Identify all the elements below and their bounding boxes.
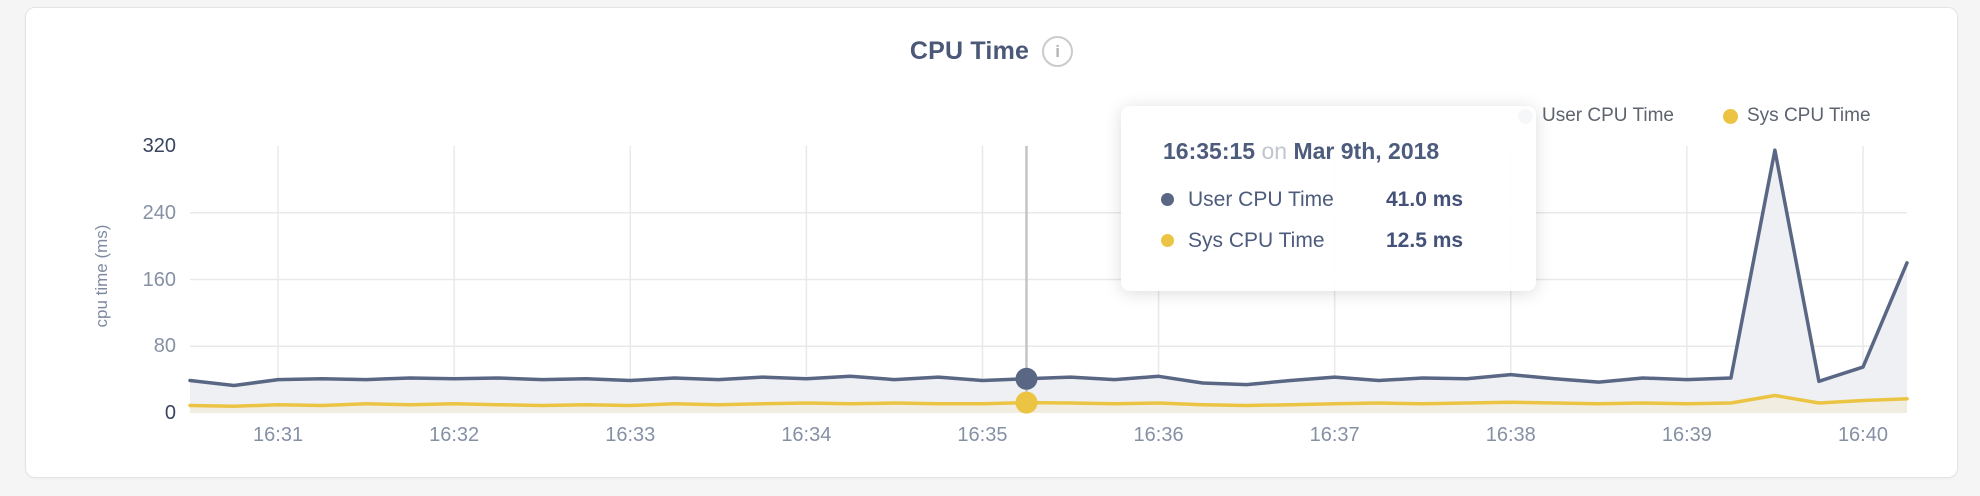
- legend-item-sys-cpu-time[interactable]: Sys CPU Time: [1723, 105, 1871, 127]
- tooltip-series-value: 41.0 ms: [1386, 187, 1464, 211]
- x-tick-label: 16:39: [1661, 424, 1712, 446]
- tooltip-series-label: Sys CPU Time: [1188, 228, 1325, 252]
- x-tick-label: 16:38: [1485, 424, 1536, 446]
- chart-tooltip: 16:35:15 on Mar 9th, 2018 User CPU Time …: [1121, 106, 1536, 291]
- tooltip-row-sys: Sys CPU Time 12.5 ms: [1161, 220, 1512, 261]
- legend-item-user-cpu-time[interactable]: User CPU Time: [1518, 105, 1674, 127]
- tooltip-series-label: User CPU Time: [1188, 187, 1334, 211]
- cpu-time-chart-card: CPU Time i cpu time (ms) 320 240 160 80 0 16…: [25, 7, 1958, 478]
- chart-title: CPU Time: [909, 37, 1030, 65]
- legend-label: Sys CPU Time: [1747, 105, 1871, 126]
- chart-header: CPU Time i: [26, 36, 1957, 67]
- sys-series-dot-icon: [1161, 234, 1174, 247]
- x-tick-label: 16:32: [429, 424, 480, 446]
- x-tick-label: 16:35: [957, 424, 1008, 446]
- chart-canvas[interactable]: [26, 8, 1980, 496]
- x-tick-label: 16:34: [781, 424, 832, 446]
- tooltip-timestamp: 16:35:15 on Mar 9th, 2018: [1161, 138, 1512, 165]
- user-series-dot-icon: [1161, 193, 1174, 206]
- y-tick-label: 0: [164, 402, 176, 424]
- legend-label: User CPU Time: [1542, 105, 1674, 126]
- x-tick-label: 16:37: [1309, 424, 1360, 446]
- chart-legend: User CPU Time Sys CPU Time: [26, 105, 1957, 129]
- x-tick-label: 16:36: [1133, 424, 1184, 446]
- x-tick-label: 16:31: [253, 424, 304, 446]
- tooltip-time: 16:35:15: [1163, 138, 1256, 164]
- info-icon[interactable]: i: [1042, 36, 1074, 67]
- x-tick-label: 16:33: [605, 424, 656, 446]
- tooltip-row-user: User CPU Time 41.0 ms: [1161, 179, 1512, 220]
- y-tick-label: 80: [153, 335, 176, 358]
- y-tick-label: 160: [142, 268, 176, 291]
- tooltip-date: Mar 9th, 2018: [1293, 138, 1440, 164]
- y-tick-label: 320: [142, 135, 176, 157]
- sys-series-dot-icon: [1723, 108, 1738, 124]
- tooltip-conjunction: on: [1261, 138, 1288, 164]
- y-tick-label: 240: [142, 201, 176, 224]
- x-tick-label: 16:40: [1837, 424, 1888, 446]
- tooltip-series-value: 12.5 ms: [1386, 228, 1464, 252]
